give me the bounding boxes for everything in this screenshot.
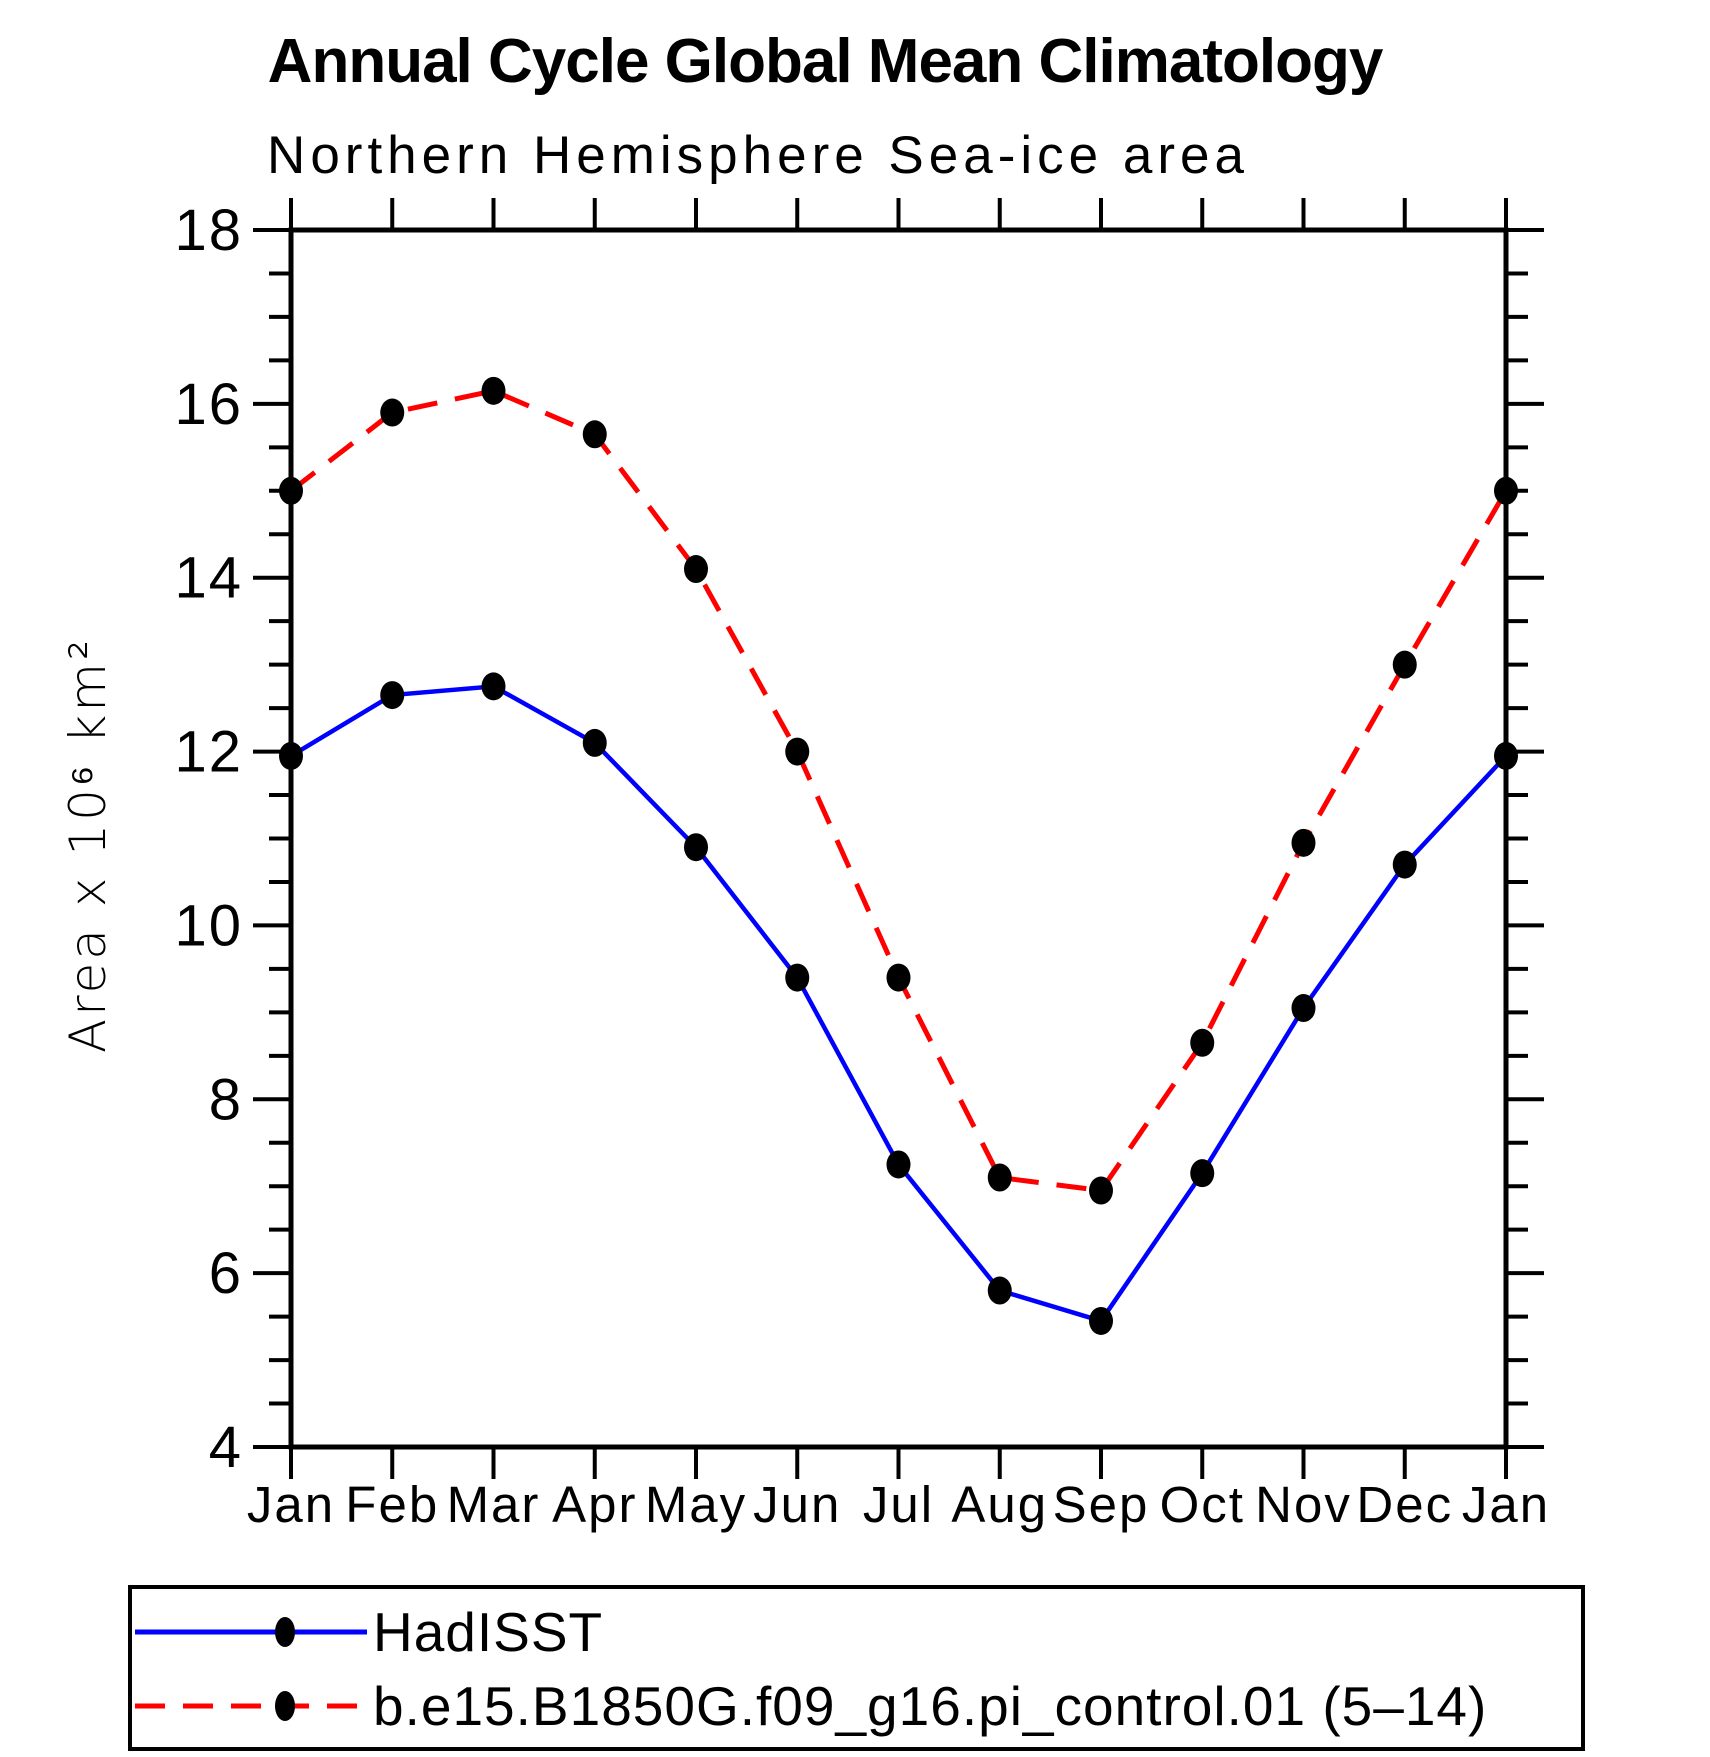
data-point (1190, 1159, 1215, 1188)
data-point (785, 737, 810, 766)
data-point (987, 1276, 1012, 1305)
chart-title: Annual Cycle Global Mean Climatology (268, 27, 1384, 96)
y-tick-label: 8 (209, 1067, 243, 1132)
data-point (481, 672, 506, 701)
x-tick-label: Apr (552, 1476, 637, 1533)
y-tick-label: 12 (174, 720, 243, 785)
x-tick-label: Jan (247, 1476, 335, 1533)
data-point (1291, 994, 1316, 1023)
axis-ticks (253, 198, 1544, 1479)
x-tick-label: Dec (1356, 1476, 1453, 1533)
series-line-0 (289, 684, 1508, 1324)
data-series (279, 376, 1518, 1335)
x-tick-label: Jul (863, 1476, 934, 1533)
legend-marker-dot (275, 1617, 295, 1647)
data-point (582, 728, 607, 757)
x-tick-label: Jun (753, 1476, 841, 1533)
y-tick-label: 16 (174, 372, 243, 437)
data-point (1392, 650, 1417, 679)
y-tick-label: 4 (209, 1415, 243, 1480)
data-point (785, 963, 810, 992)
data-point (886, 1150, 911, 1179)
y-tick-labels: 4 6 8 10 12 14 16 18 (174, 198, 243, 1480)
plot-border (288, 227, 1509, 1450)
data-point (886, 963, 911, 992)
data-point (1392, 850, 1417, 879)
x-tick-label: Nov (1255, 1476, 1352, 1533)
x-tick-label: Sep (1053, 1476, 1150, 1533)
y-axis-label: Area x 10⁶ km² (59, 637, 117, 1053)
y-tick-label: 18 (174, 198, 243, 263)
legend-label-model: b.e15.B1850G.f09_g16.pi_control.01 (5–14… (373, 1675, 1487, 1737)
data-point (1190, 1028, 1215, 1057)
legend-box (128, 1585, 1585, 1751)
data-point (1291, 828, 1316, 857)
data-point (1089, 1176, 1113, 1205)
data-point (684, 833, 708, 862)
data-point (481, 376, 506, 405)
data-point (380, 681, 405, 710)
legend-marker-dot (275, 1691, 295, 1721)
x-tick-label: Mar (447, 1476, 541, 1533)
chart-subtitle: Northern Hemisphere Sea-ice area (267, 126, 1249, 185)
x-tick-label: Oct (1160, 1476, 1245, 1533)
y-tick-label: 6 (209, 1241, 243, 1306)
legend: HadISST b.e15.B1850G.f09_g16.pi_control.… (128, 1585, 1585, 1751)
y-tick-label: 14 (174, 546, 243, 611)
data-point (684, 555, 708, 584)
x-tick-label: Feb (345, 1476, 439, 1533)
legend-label-hadisst: HadISST (373, 1601, 603, 1663)
data-point (582, 420, 607, 449)
x-tick-label: May (645, 1476, 747, 1533)
x-tick-labels: Jan Feb Mar Apr May Jun Jul Aug Sep Oct Nov Dec Jan (247, 1476, 1550, 1533)
series-line-1 (289, 388, 1509, 1194)
data-point (380, 398, 405, 427)
x-tick-label: Aug (951, 1476, 1048, 1533)
data-point (987, 1163, 1012, 1192)
y-tick-label: 10 (174, 893, 243, 958)
x-tick-label: Jan (1462, 1476, 1550, 1533)
data-point (1089, 1306, 1113, 1335)
